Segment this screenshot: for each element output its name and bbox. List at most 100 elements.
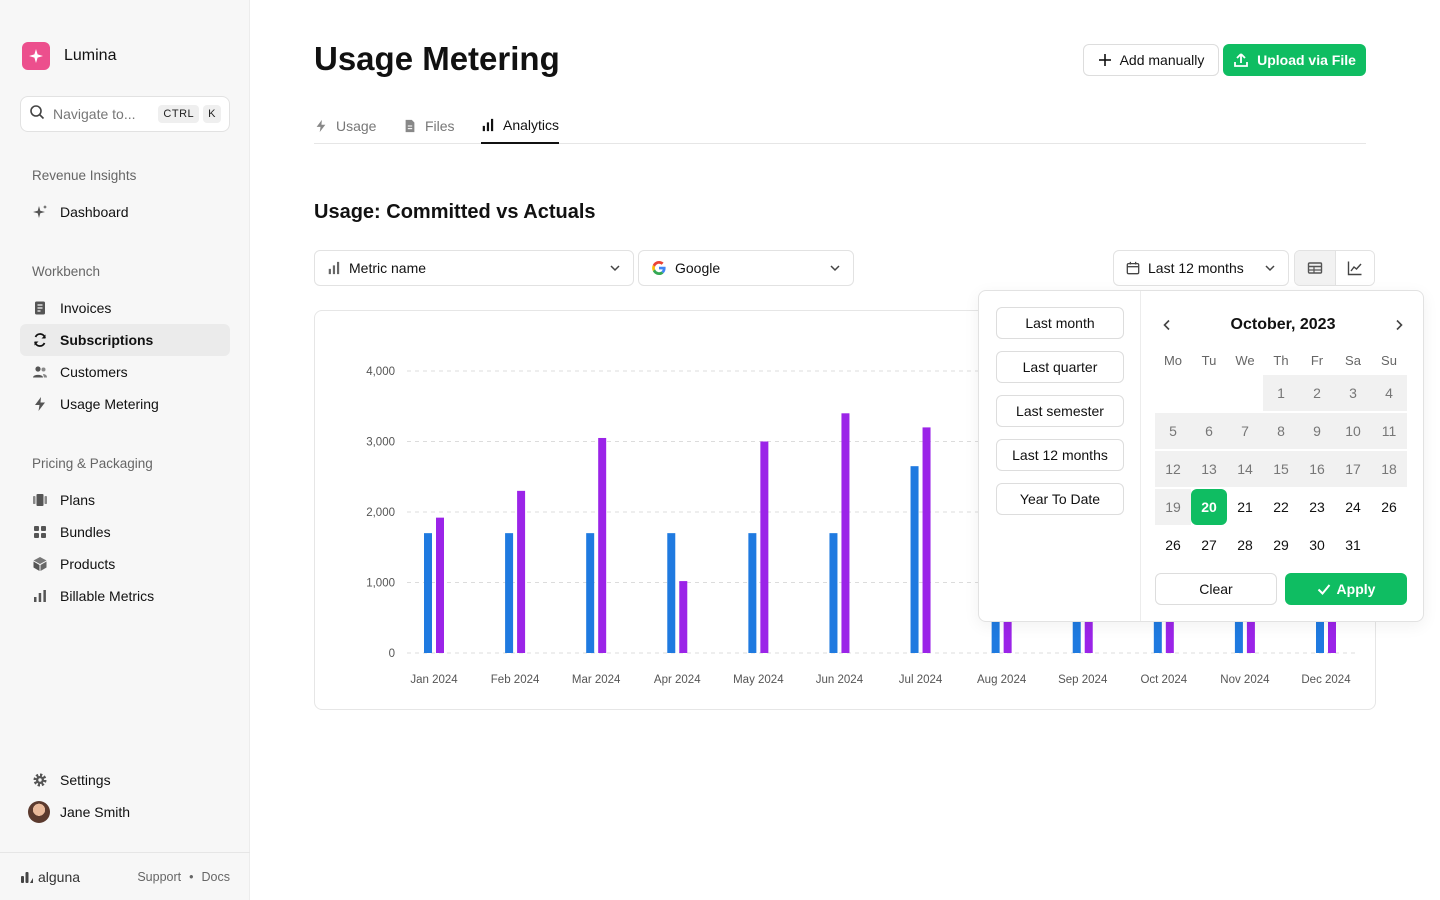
search-placeholder: Navigate to... — [53, 106, 136, 122]
calendar-day[interactable]: 1 — [1263, 375, 1299, 411]
x-tick-label: Feb 2024 — [491, 674, 540, 686]
calendar-day[interactable]: 15 — [1263, 451, 1299, 487]
docs-link[interactable]: Docs — [201, 869, 230, 884]
tab-usage[interactable]: Usage — [314, 108, 376, 144]
prev-month-button[interactable] — [1155, 313, 1179, 337]
calendar-day[interactable]: 23 — [1309, 499, 1325, 515]
sidebar-item-products[interactable]: Products — [20, 548, 230, 580]
clear-button[interactable]: Clear — [1155, 573, 1277, 605]
sidebar-item-label: Settings — [60, 772, 111, 788]
user-name: Jane Smith — [60, 804, 131, 820]
preset-year-to-date[interactable]: Year To Date — [996, 483, 1124, 515]
sidebar-item-subscriptions[interactable]: Subscriptions — [20, 324, 230, 356]
preset-last-quarter[interactable]: Last quarter — [996, 351, 1124, 383]
calendar-day[interactable]: 26 — [1165, 537, 1181, 553]
calendar-day[interactable]: 14 — [1227, 451, 1263, 487]
customer-select[interactable]: Google — [638, 250, 854, 286]
calendar-day[interactable]: 3 — [1335, 375, 1371, 411]
sidebar-item-invoices[interactable]: Invoices — [20, 292, 230, 324]
metric-select[interactable]: Metric name — [314, 250, 634, 286]
calendar-week: 19 20 21 22 23 24 26 — [1155, 489, 1407, 527]
bar-series-2 — [679, 581, 688, 653]
bar-series-2 — [760, 441, 769, 653]
calendar-empty-cell — [1227, 375, 1263, 411]
x-tick-label: Dec 2024 — [1301, 674, 1351, 686]
next-month-button[interactable] — [1387, 313, 1411, 337]
calendar-day[interactable]: 16 — [1299, 451, 1335, 487]
bar-series-1 — [424, 533, 432, 653]
sidebar-item-usage-metering[interactable]: Usage Metering — [20, 388, 230, 420]
bolt-icon — [32, 396, 48, 412]
navigate-search-input[interactable]: Navigate to... CTRL K — [20, 96, 230, 132]
table-icon — [1307, 262, 1322, 274]
sidebar-item-settings[interactable]: Settings — [20, 764, 230, 796]
apply-button[interactable]: Apply — [1285, 573, 1407, 605]
calendar-day[interactable]: 10 — [1335, 413, 1371, 449]
sidebar-item-label: Billable Metrics — [60, 588, 155, 604]
y-tick-label: 0 — [389, 648, 395, 660]
calendar-day[interactable]: 17 — [1335, 451, 1371, 487]
preset-list: Last month Last quarter Last semester La… — [979, 291, 1141, 621]
calendar-day[interactable]: 28 — [1237, 537, 1253, 553]
calendar-day[interactable]: 19 — [1155, 489, 1191, 525]
support-link[interactable]: Support — [137, 869, 182, 884]
calendar-day[interactable]: 7 — [1227, 413, 1263, 449]
sidebar-item-customers[interactable]: Customers — [20, 356, 230, 388]
calendar-day[interactable]: 20 — [1191, 489, 1227, 525]
sidebar-item-bundles[interactable]: Bundles — [20, 516, 230, 548]
bar-series-2 — [922, 427, 931, 653]
bar-series-2 — [436, 517, 444, 653]
bar-series-1 — [586, 533, 595, 653]
table-view-button[interactable] — [1295, 251, 1335, 285]
bar-series-1 — [505, 533, 514, 653]
upload-via-file-button[interactable]: Upload via File — [1223, 44, 1366, 76]
tab-analytics[interactable]: Analytics — [481, 108, 560, 144]
calendar-grid: Mo Tu We Th Fr Sa Su 1 2 3 4 5 6 7 8 9 10 11 12 13 14 15 16 17 1… — [1155, 347, 1407, 565]
calendar-day[interactable]: 21 — [1237, 499, 1253, 515]
weekday-label: Th — [1273, 353, 1289, 368]
preset-last-semester[interactable]: Last semester — [996, 395, 1124, 427]
calendar-day[interactable]: 4 — [1371, 375, 1407, 411]
sidebar-item-dashboard[interactable]: Dashboard — [20, 196, 230, 228]
x-tick-label: Jul 2024 — [899, 674, 943, 686]
calendar-day[interactable]: 31 — [1345, 537, 1361, 553]
tab-files[interactable]: Files — [403, 108, 455, 144]
preset-last-12-months[interactable]: Last 12 months — [996, 439, 1124, 471]
alguna-logo[interactable]: alguna — [20, 869, 80, 885]
apply-label: Apply — [1336, 581, 1376, 597]
calendar-day[interactable]: 9 — [1299, 413, 1335, 449]
calendar-day[interactable]: 13 — [1191, 451, 1227, 487]
sidebar-item-billable-metrics[interactable]: Billable Metrics — [20, 580, 230, 612]
calendar-day[interactable]: 22 — [1273, 499, 1289, 515]
calendar-day[interactable]: 6 — [1191, 413, 1227, 449]
date-range-select[interactable]: Last 12 months — [1113, 250, 1289, 286]
section-revenue-insights: Revenue Insights — [32, 168, 137, 183]
calendar-day[interactable]: 8 — [1263, 413, 1299, 449]
calendar-day[interactable]: 30 — [1309, 537, 1325, 553]
calendar-empty-cell — [1155, 375, 1191, 411]
calendar-day[interactable]: 5 — [1155, 413, 1191, 449]
search-icon — [29, 104, 45, 125]
calendar-day[interactable]: 12 — [1155, 451, 1191, 487]
metric-select-value: Metric name — [349, 260, 427, 276]
brand[interactable]: Lumina — [22, 42, 116, 70]
user-profile[interactable]: Jane Smith — [20, 796, 230, 828]
bar-chart-icon — [32, 588, 48, 604]
calendar-day[interactable]: 27 — [1201, 537, 1217, 553]
plus-icon — [1098, 54, 1111, 66]
weekday-label: We — [1235, 353, 1255, 368]
chart-view-button[interactable] — [1334, 251, 1374, 285]
calendar-day[interactable]: 29 — [1273, 537, 1289, 553]
calendar-day[interactable]: 11 — [1371, 413, 1407, 449]
calendar-day[interactable]: 2 — [1299, 375, 1335, 411]
y-tick-label: 2,000 — [366, 507, 395, 519]
bar-series-2 — [598, 437, 607, 653]
add-manually-button[interactable]: Add manually — [1083, 44, 1219, 76]
calendar-day[interactable]: 24 — [1345, 499, 1361, 515]
calendar-week: 26 27 28 29 30 31 — [1155, 527, 1407, 565]
calendar-day[interactable]: 18 — [1371, 451, 1407, 487]
sidebar-item-plans[interactable]: Plans — [20, 484, 230, 516]
calendar-day[interactable]: 26 — [1381, 499, 1397, 515]
sidebar-item-label: Products — [60, 556, 116, 572]
preset-last-month[interactable]: Last month — [996, 307, 1124, 339]
